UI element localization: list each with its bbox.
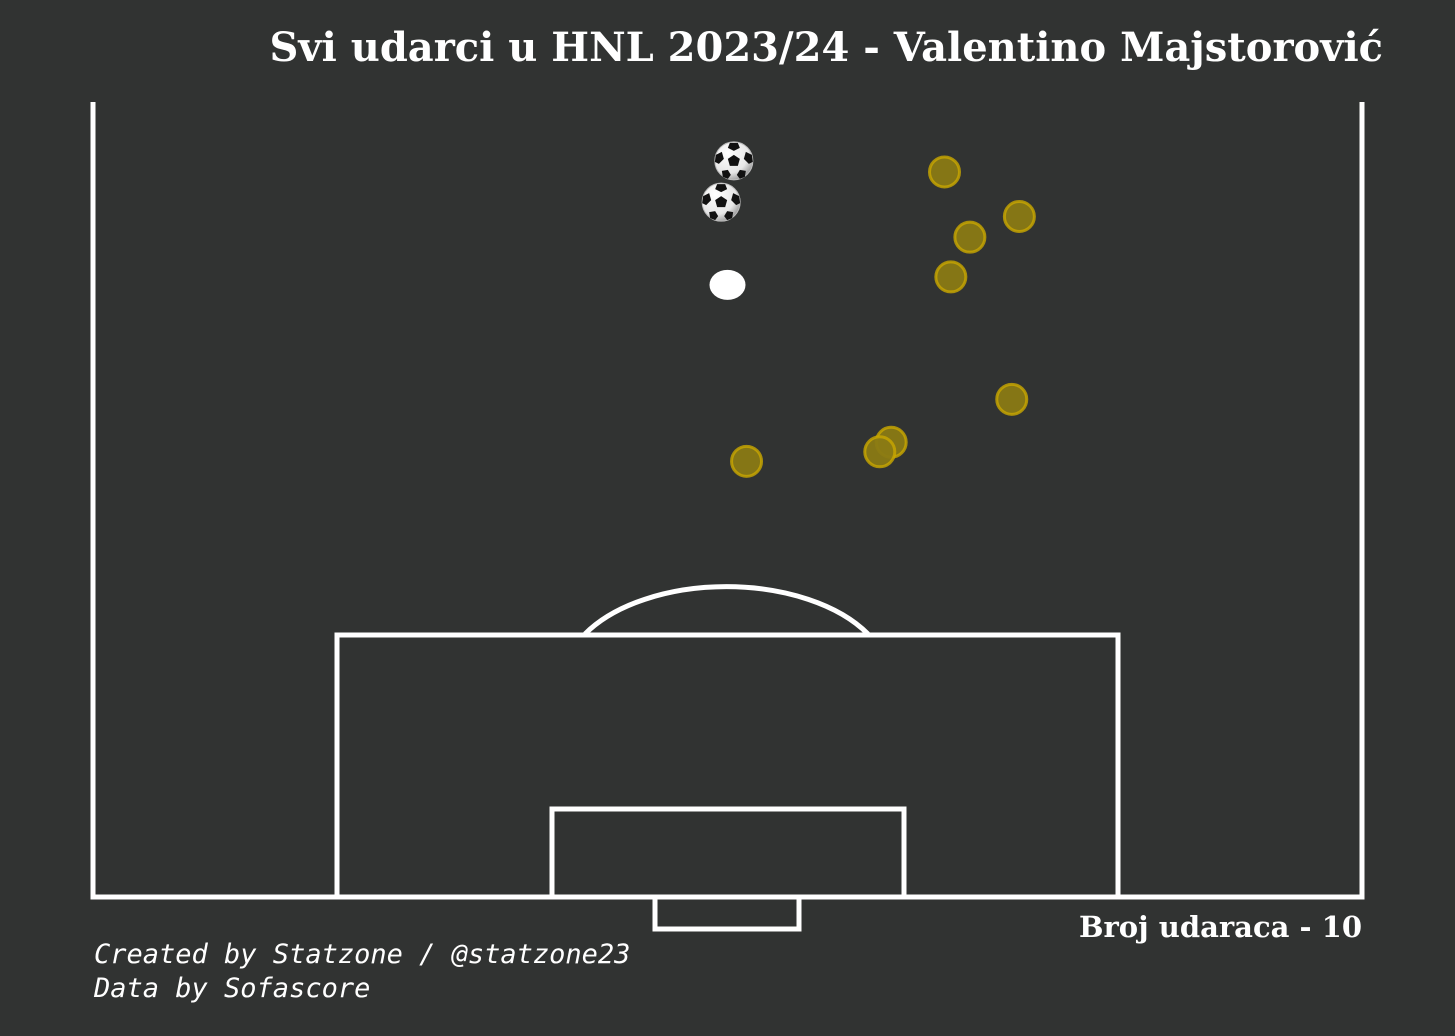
touchline-and-goal-line <box>90 102 1365 900</box>
shot-point <box>995 382 1029 416</box>
credits: Created by Statzone / @statzone23 Data b… <box>94 938 630 1006</box>
shots-layer <box>701 141 1036 478</box>
goal-frame <box>652 897 802 932</box>
chart-title: Svi udarci u HNL 2023/24 - Valentino Maj… <box>269 24 1384 71</box>
goal-ball-icon <box>701 182 741 222</box>
shot-point <box>730 444 764 478</box>
shot-point <box>927 155 961 189</box>
shot-point <box>1002 199 1036 233</box>
penalty-spot <box>709 269 746 300</box>
shot-count-label: Broj udaraca - 10 <box>1079 910 1362 944</box>
credits-source: Data by Sofascore <box>94 973 371 1004</box>
pitch-lines <box>90 102 1365 932</box>
six-yard-box <box>549 806 907 897</box>
shot-point <box>934 260 968 294</box>
credits-author: Created by Statzone / @statzone23 <box>94 939 631 970</box>
penalty-arc <box>583 584 870 636</box>
goal-ball-icon <box>714 141 754 181</box>
shot-point <box>863 435 897 469</box>
shot-point <box>953 220 987 254</box>
penalty-area <box>334 632 1121 897</box>
